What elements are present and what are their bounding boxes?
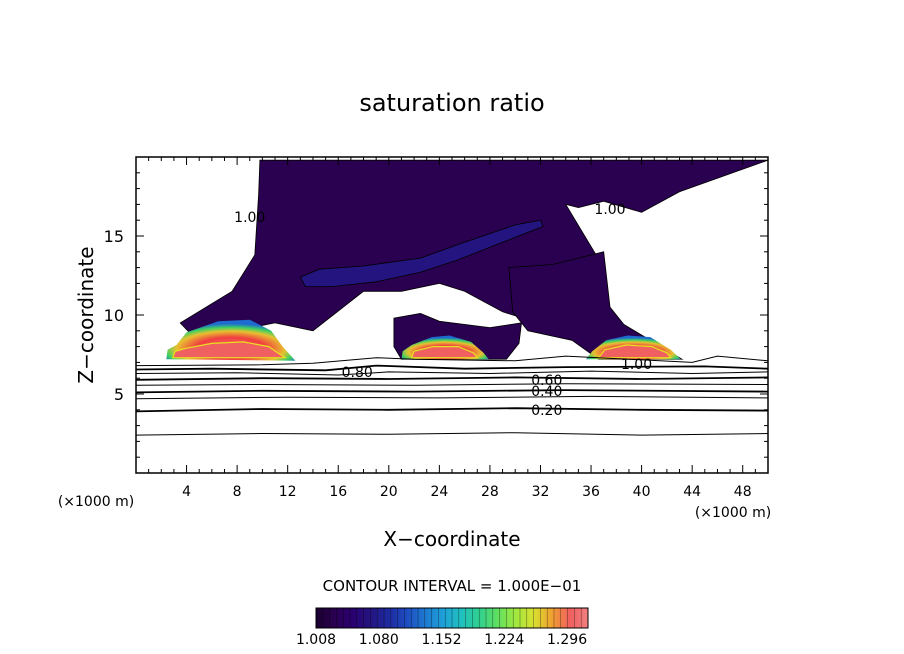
x-axis-label: X−coordinate bbox=[383, 527, 520, 551]
x-tick-label-10: 44 bbox=[683, 484, 701, 500]
contour-label-4: 0.60 bbox=[531, 373, 562, 389]
x-tick-label-9: 40 bbox=[633, 484, 651, 500]
hot-core-2 bbox=[597, 344, 672, 359]
contour-interval-text: CONTOUR INTERVAL = 1.000E−01 bbox=[323, 577, 582, 595]
contour-line-5 bbox=[136, 376, 768, 381]
x-tick-label-11: 48 bbox=[734, 484, 752, 500]
contour-label-1: 1.00 bbox=[594, 202, 625, 218]
contour-line-2 bbox=[136, 395, 768, 400]
colorbar-label-3: 1.224 bbox=[484, 632, 524, 648]
chart-title: saturation ratio bbox=[359, 89, 544, 117]
x-tick-label-1: 8 bbox=[233, 484, 242, 500]
y-tick-label-1: 10 bbox=[104, 306, 124, 325]
y-tick-label-2: 15 bbox=[104, 227, 124, 246]
x-tick-label-8: 36 bbox=[582, 484, 600, 500]
field-region-6 bbox=[299, 219, 544, 287]
x-unit-left: (×1000 m) bbox=[58, 494, 134, 510]
contour-line-3 bbox=[136, 389, 768, 394]
contour-label-2: 1.00 bbox=[621, 357, 652, 373]
contour-label-0: 1.00 bbox=[234, 210, 265, 226]
colorbar-labels: 1.008 1.080 1.152 1.224 1.296 bbox=[296, 632, 587, 648]
colorbar-ticks bbox=[315, 608, 589, 628]
contour-line-1 bbox=[136, 407, 768, 413]
x-axis-ticks: 4 8 12 16 20 24 28 32 36 40 44 48 bbox=[148, 157, 756, 500]
contour-label-3: 0.80 bbox=[342, 365, 373, 381]
x-tick-label-3: 16 bbox=[329, 484, 347, 500]
hot-core-1 bbox=[410, 346, 479, 359]
contour-label-6: 0.20 bbox=[531, 403, 562, 419]
colorbar-label-4: 1.296 bbox=[547, 632, 587, 648]
x-tick-label-7: 32 bbox=[532, 484, 550, 500]
x-tick-label-5: 24 bbox=[430, 484, 448, 500]
x-tick-label-2: 12 bbox=[279, 484, 297, 500]
hot-core-0 bbox=[171, 341, 288, 359]
contour-line-8 bbox=[136, 355, 768, 367]
contour-line-6 bbox=[136, 370, 768, 376]
y-axis-ticks: 5 10 15 bbox=[104, 172, 768, 458]
plot-area: 1.00 1.00 1.00 0.80 0.600.40 0.20 bbox=[136, 159, 768, 436]
contour-line-4 bbox=[136, 383, 768, 386]
field-region-1 bbox=[508, 251, 684, 360]
x-unit-right: (×1000 m) bbox=[695, 505, 771, 521]
colorbar-label-2: 1.152 bbox=[421, 632, 461, 648]
colorbar-label-1: 1.080 bbox=[359, 632, 399, 648]
contour-labels: 1.00 1.00 1.00 0.80 0.600.40 0.20 bbox=[234, 202, 652, 419]
x-tick-label-4: 20 bbox=[380, 484, 398, 500]
x-tick-label-0: 4 bbox=[182, 484, 191, 500]
contour-line-0 bbox=[136, 432, 768, 436]
y-tick-label-0: 5 bbox=[114, 385, 124, 404]
contour-label-5: 0.40 bbox=[531, 384, 562, 400]
saturation-field bbox=[166, 159, 768, 361]
y-axis-label: Z−coordinate bbox=[74, 246, 98, 383]
contour-lines bbox=[136, 355, 768, 436]
colorbar: 1.008 1.080 1.152 1.224 1.296 bbox=[296, 607, 589, 648]
contour-line-7 bbox=[136, 364, 768, 372]
colorbar-frame bbox=[315, 607, 589, 629]
colorbar-label-0: 1.008 bbox=[296, 632, 336, 648]
x-tick-label-6: 28 bbox=[481, 484, 499, 500]
